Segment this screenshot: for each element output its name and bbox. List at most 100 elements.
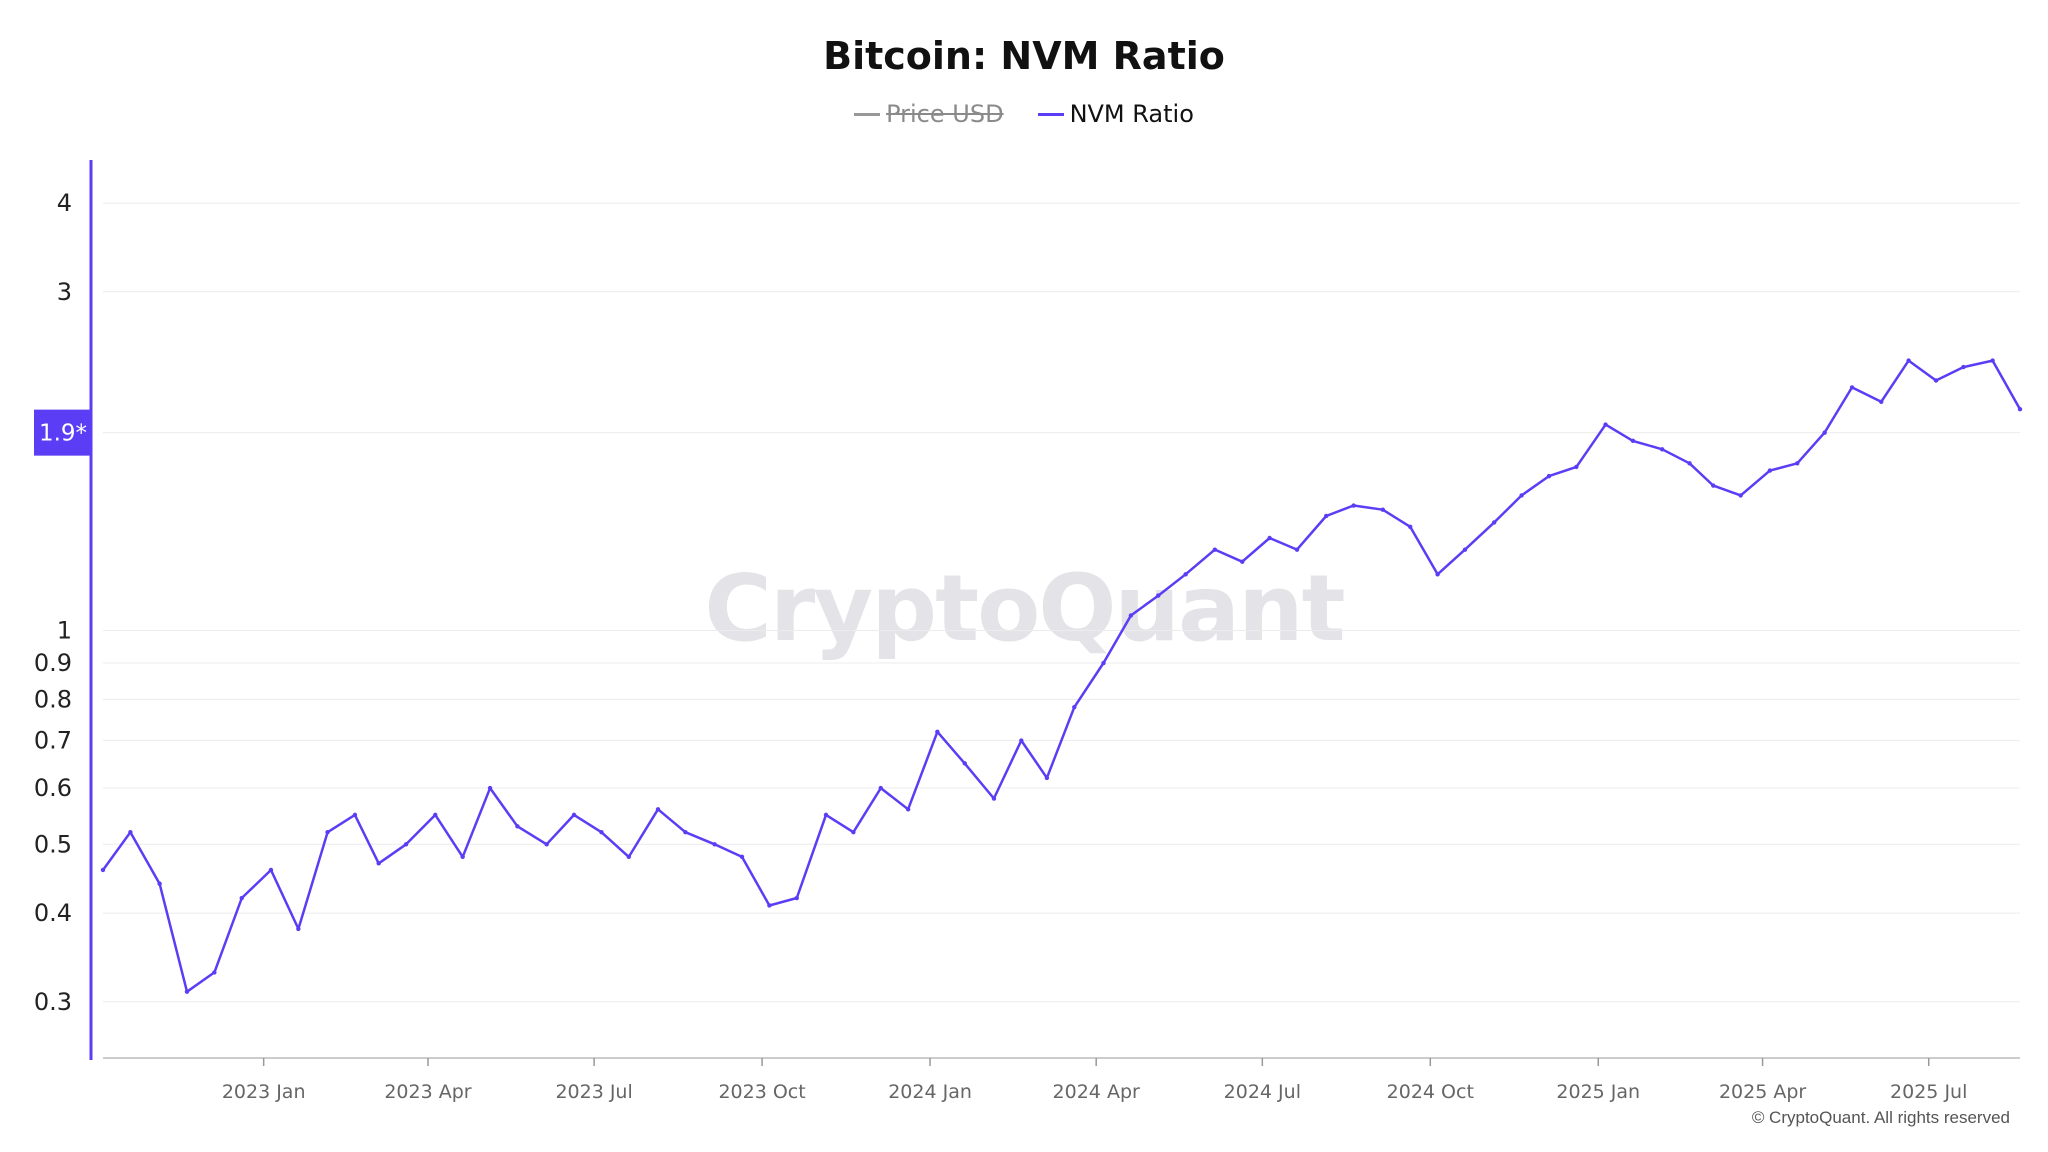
- data-point: [794, 895, 799, 901]
- data-point: [1294, 547, 1300, 552]
- data-point: [1933, 378, 1939, 383]
- y-tick-label: 3: [57, 278, 72, 306]
- data-point: [184, 989, 190, 994]
- series-line-nvm-ratio: [101, 359, 2022, 993]
- legend-swatch-price-usd: [854, 112, 881, 116]
- label-layer: 0.3 0.4 0.5 0.6 0.7 0.8 0.9 1 3 4 1.9* 2023 Jan 2023…: [34, 189, 1968, 1103]
- data-point: [268, 867, 274, 873]
- y-tick-label: 1: [57, 617, 72, 645]
- y-tick-label: 0.6: [34, 774, 72, 802]
- data-point: [1822, 430, 1827, 435]
- y-tick-label: 0.5: [34, 830, 72, 858]
- grid-layer: [103, 202, 2020, 1003]
- series-layer: [100, 358, 2023, 994]
- data-point: [1795, 461, 1800, 466]
- x-tick-label: 2023 Oct: [718, 1081, 805, 1103]
- x-tick-label: 2025 Jan: [1556, 1081, 1640, 1103]
- data-point: [1380, 507, 1386, 512]
- x-tick-label: 2024 Jan: [888, 1081, 972, 1103]
- x-tick-label: 2025 Jul: [1890, 1081, 1967, 1103]
- data-point: [1156, 593, 1161, 598]
- data-point: [1267, 535, 1272, 541]
- legend-item-price-usd[interactable]: Price USD: [854, 100, 1004, 128]
- data-point: [1183, 572, 1188, 577]
- x-tick-label: 2024 Apr: [1053, 1081, 1140, 1103]
- data-point: [767, 903, 772, 908]
- data-point: [905, 807, 911, 812]
- x-tick-label: 2023 Jan: [222, 1081, 306, 1103]
- data-point: [1462, 547, 1468, 552]
- data-point: [376, 861, 381, 866]
- legend-item-nvm-ratio[interactable]: NVM Ratio: [1037, 100, 1194, 128]
- y-marker-label: 1.9*: [39, 421, 87, 447]
- data-point: [296, 926, 301, 932]
- y-tick-label: 0.8: [34, 685, 72, 713]
- data-point: [352, 812, 358, 818]
- data-point: [1072, 704, 1077, 710]
- data-point: [712, 842, 717, 847]
- data-point: [935, 729, 940, 735]
- data-point: [515, 824, 520, 829]
- legend: Price USD NVM Ratio: [0, 100, 2048, 128]
- copyright-text: © CryptoQuant. All rights reserved: [1751, 1108, 2010, 1127]
- data-point: [962, 761, 967, 766]
- data-point: [403, 842, 409, 847]
- data-point: [823, 812, 829, 818]
- data-point: [851, 829, 856, 835]
- data-point: [1435, 572, 1440, 577]
- data-point: [1767, 468, 1773, 473]
- data-point: [460, 854, 465, 860]
- y-tick-label: 4: [57, 189, 72, 217]
- y-tick-label: 0.9: [34, 649, 72, 677]
- legend-label-price-usd: Price USD: [886, 100, 1004, 128]
- data-point: [571, 812, 577, 818]
- chart-title: Bitcoin: NVM Ratio: [823, 34, 1225, 78]
- data-point: [1546, 473, 1552, 479]
- data-point: [739, 854, 745, 860]
- data-point: [1351, 503, 1356, 508]
- data-point: [239, 895, 244, 901]
- x-tick-label: 2024 Oct: [1387, 1081, 1474, 1103]
- data-point: [487, 785, 493, 791]
- y-tick-label: 0.4: [34, 899, 72, 927]
- data-point: [1738, 493, 1743, 498]
- data-point: [1659, 447, 1665, 452]
- axis-layer: [89, 160, 2020, 1066]
- data-point: [1849, 385, 1855, 390]
- data-point: [325, 829, 330, 835]
- data-point: [626, 854, 632, 860]
- data-point: [1961, 364, 1966, 370]
- data-point: [1240, 559, 1245, 564]
- data-point: [157, 881, 162, 886]
- data-point: [878, 785, 883, 791]
- data-point: [1491, 520, 1497, 525]
- data-point: [1990, 358, 1995, 363]
- data-point: [1519, 493, 1524, 498]
- y-tick-label: 0.3: [34, 988, 72, 1016]
- data-point: [1019, 738, 1024, 743]
- data-point: [1408, 524, 1413, 529]
- y-marker-badge: [34, 409, 92, 456]
- data-point: [1603, 422, 1608, 427]
- data-point: [655, 807, 661, 812]
- data-point: [1044, 775, 1050, 781]
- legend-swatch-nvm-ratio: [1037, 112, 1064, 116]
- data-point: [991, 796, 997, 801]
- data-point: [1630, 438, 1636, 444]
- data-point: [1906, 358, 1911, 363]
- data-point: [212, 970, 217, 975]
- data-point: [683, 829, 688, 835]
- data-point: [1324, 513, 1329, 519]
- data-point: [433, 812, 438, 818]
- data-point: [1687, 461, 1692, 466]
- data-point: [1711, 483, 1716, 488]
- x-tick-label: 2025 Apr: [1719, 1081, 1806, 1103]
- data-point: [1128, 613, 1134, 618]
- watermark-logo: CryptoQuant: [704, 555, 1345, 662]
- data-point: [599, 829, 604, 835]
- data-point: [1879, 399, 1884, 404]
- data-point: [2017, 407, 2023, 412]
- data-point: [1212, 547, 1218, 552]
- x-tick-label: 2024 Jul: [1224, 1081, 1301, 1103]
